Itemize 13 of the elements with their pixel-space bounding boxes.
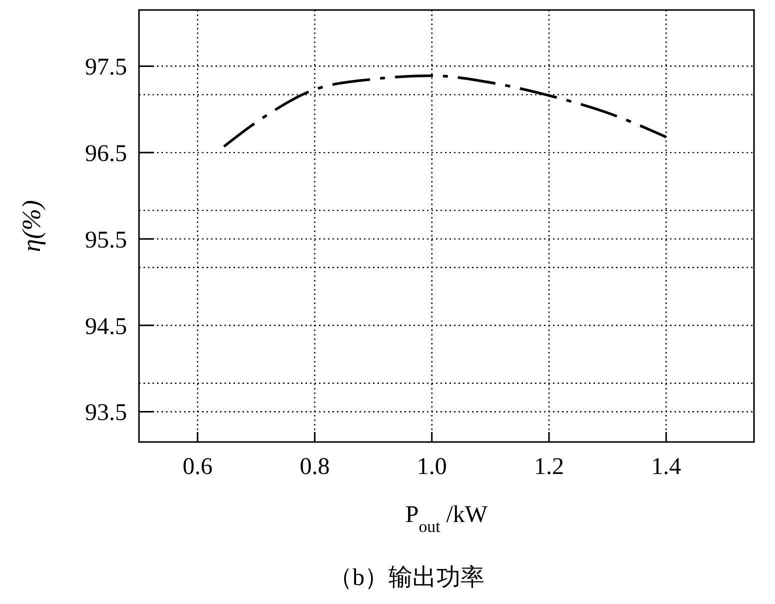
y-axis-title: η(%): [17, 200, 46, 252]
x-tick-label: 1.4: [651, 454, 682, 480]
x-tick-label: 0.8: [300, 454, 330, 480]
text: （b）输出功率: [328, 564, 484, 591]
y-tick-label: 96.5: [85, 140, 127, 167]
x-tick-label: 0.6: [182, 454, 213, 480]
y-tick-label: 97.5: [85, 54, 127, 81]
y-tick-label: 95.5: [85, 227, 127, 254]
x-tick-label: 1.0: [416, 454, 447, 480]
x-axis-title: P$_{out}$ /kW: [405, 502, 488, 536]
y-tick-label: 94.5: [85, 314, 127, 340]
y-tick-label: 93.5: [85, 400, 127, 426]
x-tick-label: 1.2: [534, 454, 564, 480]
